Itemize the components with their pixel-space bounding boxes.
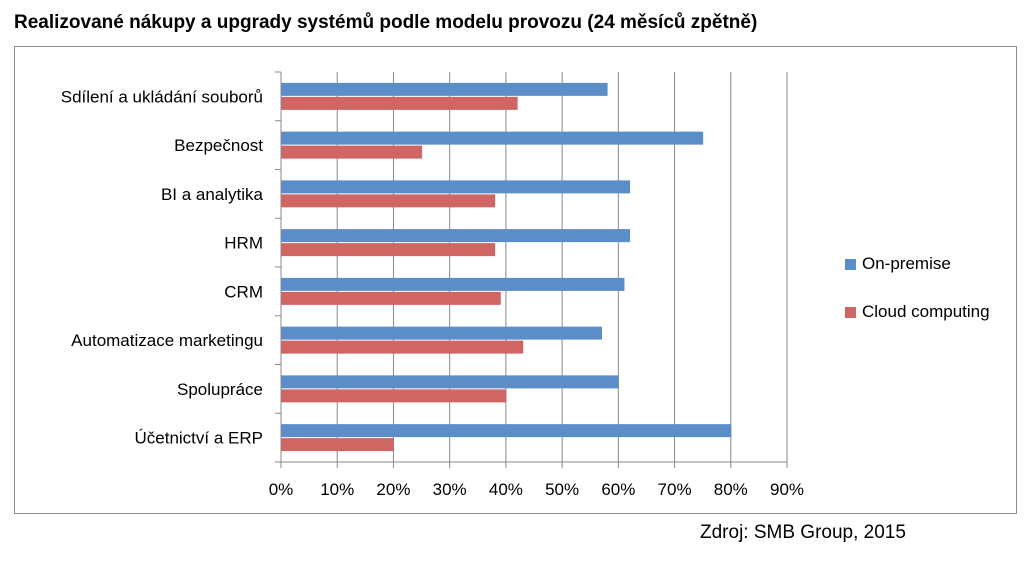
gridlines <box>275 71 788 468</box>
bar-cloud-computing-bi-a-analytika <box>281 194 496 208</box>
x-tick-label-10: 10% <box>320 480 354 499</box>
bar-cloud-computing-spoluprace <box>281 389 507 403</box>
bar-on-premise-bi-a-analytika <box>281 180 631 194</box>
x-tick-label-50: 50% <box>545 480 579 499</box>
bar-cloud-computing-bezpecnost <box>281 145 423 159</box>
category-label-bezpecnost: Bezpečnost <box>174 136 263 155</box>
x-tick-label-90: 90% <box>770 480 804 499</box>
category-labels: Sdílení a ukládání souborů Bezpečnost BI a… <box>61 87 264 447</box>
bar-on-premise-automatizace-marketingu <box>281 326 602 340</box>
bar-on-premise-ucetnictvi-a-erp <box>281 424 732 438</box>
x-tick-label-60: 60% <box>601 480 635 499</box>
x-tick-label-30: 30% <box>433 480 467 499</box>
legend-item-cloud-computing: Cloud computing <box>845 300 990 324</box>
legend-label-on-premise: On-premise <box>862 254 951 273</box>
bar-on-premise-bezpecnost <box>281 131 704 145</box>
bar-on-premise-crm <box>281 277 625 291</box>
category-label-spoluprace: Spolupráce <box>177 380 263 399</box>
category-label-bi-a-analytika: BI a analytika <box>161 185 264 204</box>
category-label-crm: CRM <box>224 282 263 301</box>
x-tick-labels: 0% 10% 20% 30% 40% 50% 60% 70% 80% 90% <box>269 480 804 499</box>
bars <box>281 82 732 452</box>
x-tick-label-0: 0% <box>269 480 294 499</box>
category-label-ucetnictvi-a-erp: Účetnictví a ERP <box>135 429 264 448</box>
bar-on-premise-spoluprace <box>281 375 619 389</box>
chart-frame <box>14 46 1017 514</box>
bar-cloud-computing-ucetnictvi-a-erp <box>281 438 394 452</box>
x-tick-label-80: 80% <box>714 480 748 499</box>
bar-on-premise-sdileni-a-ukladani-souboru <box>281 82 608 96</box>
bar-cloud-computing-automatizace-marketingu <box>281 340 524 354</box>
legend-swatch-cloud-computing <box>845 306 856 318</box>
x-tick-label-20: 20% <box>376 480 410 499</box>
bar-cloud-computing-sdileni-a-ukladani-souboru <box>281 96 518 110</box>
category-label-sdileni-a-ukladani-souboru: Sdílení a ukládání souborů <box>61 87 263 106</box>
chart-title: Realizované nákupy a upgrady systémů pod… <box>14 12 758 33</box>
legend-swatch-on-premise <box>845 258 856 270</box>
bar-cloud-computing-crm <box>281 291 501 305</box>
bar-cloud-computing-hrm <box>281 243 496 257</box>
legend-item-on-premise: On-premise <box>845 252 990 276</box>
legend: On-premise Cloud computing <box>845 252 990 348</box>
category-label-automatizace-marketingu: Automatizace marketingu <box>71 331 263 350</box>
x-tick-label-70: 70% <box>658 480 692 499</box>
x-tick-label-40: 40% <box>489 480 523 499</box>
legend-label-cloud-computing: Cloud computing <box>862 302 990 321</box>
bar-on-premise-hrm <box>281 229 631 243</box>
category-label-hrm: HRM <box>224 234 263 253</box>
source-note: Zdroj: SMB Group, 2015 <box>700 522 906 543</box>
